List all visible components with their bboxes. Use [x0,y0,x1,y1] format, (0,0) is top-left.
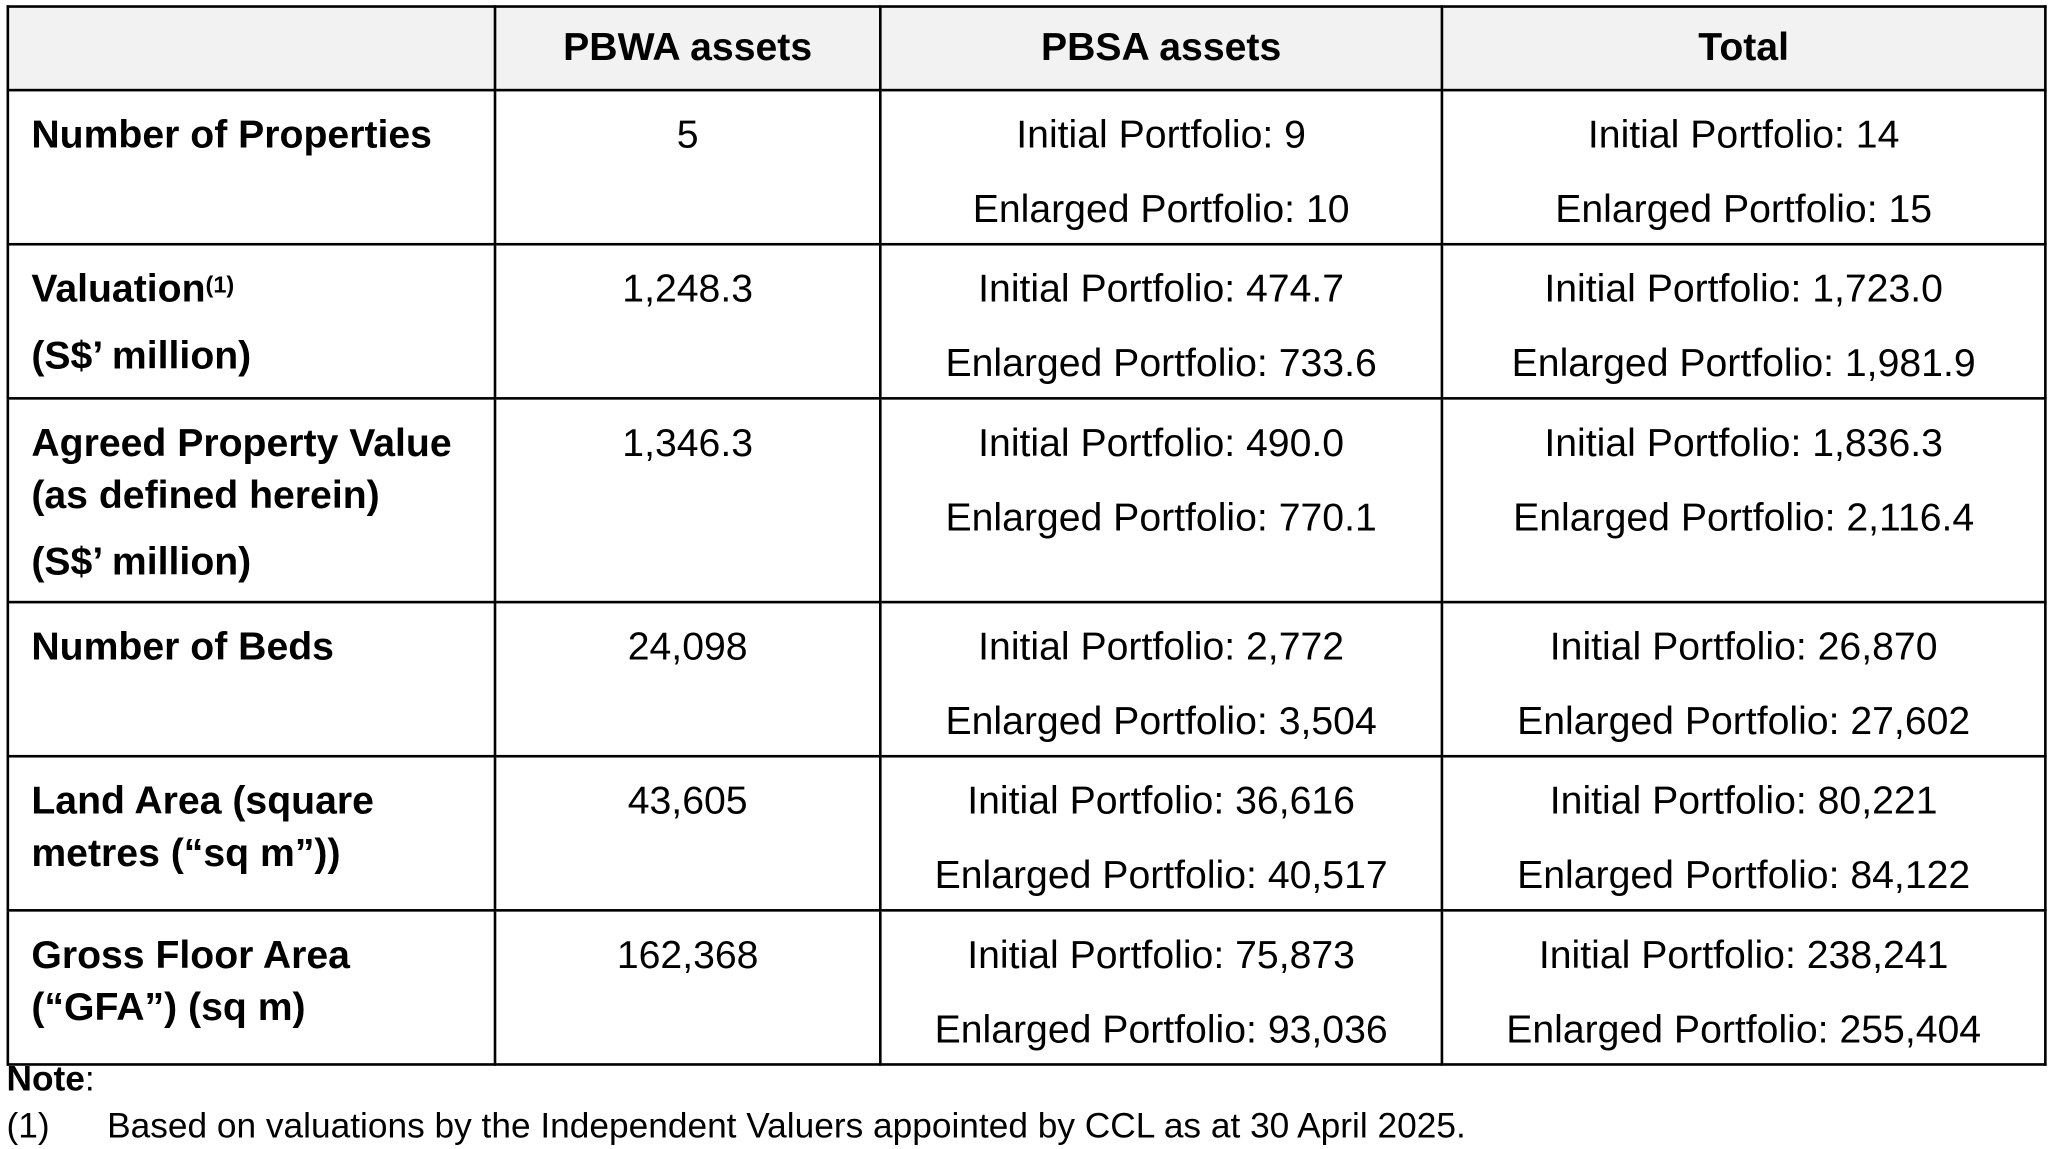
total-value: Initial Portfolio: 26,870 Enlarged Portf… [1440,600,2047,758]
note-colon: : [84,1059,95,1099]
property-summary-table: PBWA assets PBSA assets Total Number of … [6,5,2047,1066]
total-value: Initial Portfolio: 1,723.0 Enlarged Port… [1440,242,2047,400]
table-row: Gross Floor Area (“GFA”) (sq m) 162,368 … [6,909,2047,1066]
footnote-section: Note: (1) Based on valuations by the Ind… [7,1055,1466,1149]
pbwa-value: 24,098 [493,600,882,758]
total-value: Initial Portfolio: 1,836.3 Enlarged Port… [1440,397,2047,604]
total-value: Initial Portfolio: 80,221 Enlarged Portf… [1440,754,2047,912]
table-row: Agreed Property Value (as defined herein… [6,397,2047,604]
footnote-text: Based on valuations by the Independent V… [107,1106,1466,1146]
pbwa-value: 1,346.3 [493,397,882,604]
row-label: Land Area (square metres (“sq m”)) [6,754,497,912]
row-label: Gross Floor Area (“GFA”) (sq m) [6,909,497,1066]
pbsa-value: Initial Portfolio: 474.7 Enlarged Portfo… [879,242,1444,400]
note-title: Note [6,1059,85,1099]
pbsa-value: Initial Portfolio: 9 Enlarged Portfolio:… [879,88,1444,246]
table-row: Land Area (square metres (“sq m”)) 43,60… [6,754,2047,912]
pbsa-value: Initial Portfolio: 490.0 Enlarged Portfo… [879,397,1444,604]
row-label: Agreed Property Value (as defined herein… [6,397,497,604]
header-pbsa-assets: PBSA assets [879,5,1444,92]
header-total: Total [1440,5,2047,92]
footnote-marker: (1) [6,1106,50,1146]
note-heading: Note: [7,1055,1466,1102]
row-label: Number of Beds [6,600,497,758]
total-value: Initial Portfolio: 238,241 Enlarged Port… [1440,909,2047,1066]
table-row: Valuation(1) (S$’ million) 1,248.3 Initi… [6,242,2047,400]
row-label: Number of Properties [6,88,497,246]
total-value: Initial Portfolio: 14 Enlarged Portfolio… [1440,88,2047,246]
header-pbwa-assets: PBWA assets [493,5,882,92]
header-blank-cell [6,5,497,92]
pbwa-value: 1,248.3 [493,242,882,400]
pbwa-value: 5 [493,88,882,246]
pbsa-value: Initial Portfolio: 75,873 Enlarged Portf… [879,909,1444,1066]
row-label: Valuation(1) (S$’ million) [6,242,497,400]
table-header-row: PBWA assets PBSA assets Total [6,5,2047,92]
footnote-ref: (1) [205,271,235,298]
pbwa-value: 162,368 [493,909,882,1066]
table-row: Number of Beds 24,098 Initial Portfolio:… [6,600,2047,758]
pbsa-value: Initial Portfolio: 36,616 Enlarged Portf… [879,754,1444,912]
footnote-item: (1) Based on valuations by the Independe… [7,1102,1466,1149]
pbwa-value: 43,605 [493,754,882,912]
label-text: Valuation [31,267,206,311]
table-row: Number of Properties 5 Initial Portfolio… [6,88,2047,246]
pbsa-value: Initial Portfolio: 2,772 Enlarged Portfo… [879,600,1444,758]
